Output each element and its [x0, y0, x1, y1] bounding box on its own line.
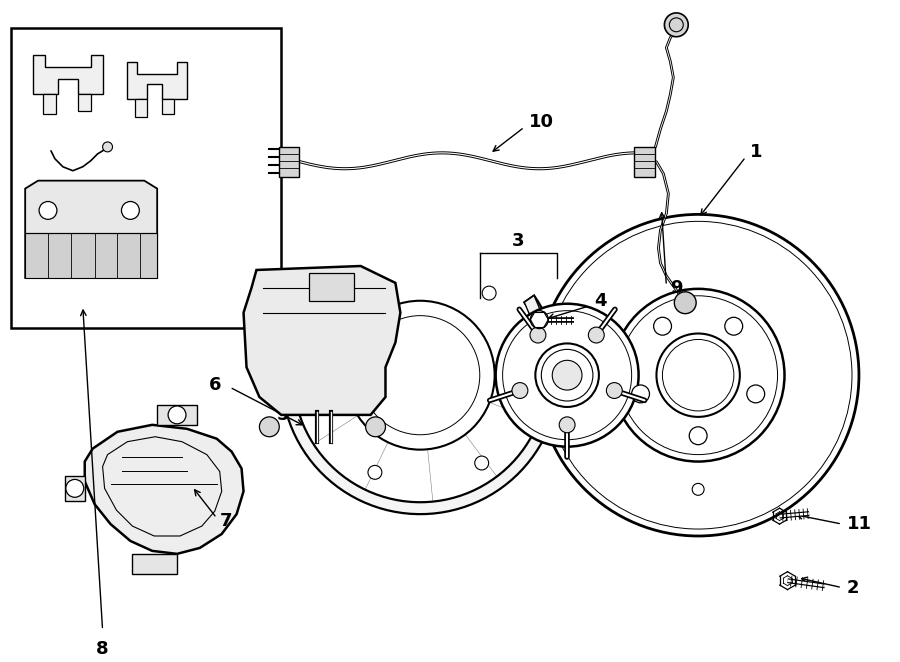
Polygon shape: [135, 99, 148, 117]
Circle shape: [589, 327, 604, 343]
Circle shape: [312, 332, 327, 346]
Polygon shape: [85, 425, 244, 554]
Polygon shape: [162, 99, 174, 114]
Circle shape: [496, 304, 639, 447]
Polygon shape: [562, 338, 632, 413]
Polygon shape: [65, 477, 85, 501]
Circle shape: [724, 317, 742, 335]
Bar: [634, 147, 655, 177]
Polygon shape: [33, 54, 103, 94]
Circle shape: [689, 427, 707, 445]
Polygon shape: [158, 405, 197, 425]
Text: 6: 6: [209, 376, 221, 394]
Circle shape: [482, 286, 496, 300]
Polygon shape: [25, 181, 157, 278]
Polygon shape: [77, 94, 91, 111]
Text: 3: 3: [512, 232, 525, 250]
Circle shape: [692, 483, 704, 495]
Circle shape: [103, 142, 112, 152]
Polygon shape: [132, 554, 177, 574]
Text: 4: 4: [594, 292, 607, 310]
Circle shape: [365, 417, 385, 437]
Circle shape: [512, 383, 528, 399]
Circle shape: [537, 214, 859, 536]
Circle shape: [475, 456, 489, 470]
Circle shape: [536, 344, 598, 407]
Circle shape: [612, 289, 785, 461]
Text: 2: 2: [847, 579, 860, 596]
Circle shape: [168, 406, 186, 424]
Circle shape: [674, 292, 697, 314]
Text: 9: 9: [670, 279, 683, 297]
Circle shape: [66, 479, 84, 497]
Polygon shape: [25, 233, 157, 278]
Circle shape: [368, 465, 382, 479]
Circle shape: [530, 327, 546, 343]
Circle shape: [259, 417, 279, 437]
Text: 11: 11: [847, 515, 872, 533]
Bar: [309, 273, 354, 301]
Bar: [279, 147, 299, 177]
Circle shape: [530, 310, 548, 328]
Polygon shape: [525, 295, 549, 337]
Circle shape: [559, 417, 575, 433]
Polygon shape: [43, 94, 56, 114]
Circle shape: [346, 301, 495, 449]
Circle shape: [656, 334, 740, 417]
Polygon shape: [244, 266, 400, 415]
Circle shape: [39, 201, 57, 219]
Circle shape: [653, 317, 671, 335]
Bar: [12, 28, 282, 328]
Text: 1: 1: [750, 143, 762, 161]
Circle shape: [747, 385, 765, 403]
Circle shape: [664, 13, 689, 36]
Circle shape: [607, 383, 622, 399]
Text: 5: 5: [276, 406, 289, 424]
Text: 7: 7: [220, 512, 232, 530]
Circle shape: [122, 201, 140, 219]
Polygon shape: [128, 62, 187, 99]
Polygon shape: [282, 286, 559, 514]
Text: 10: 10: [529, 113, 554, 131]
Text: 8: 8: [96, 640, 109, 658]
Circle shape: [632, 385, 650, 403]
Circle shape: [553, 360, 582, 390]
